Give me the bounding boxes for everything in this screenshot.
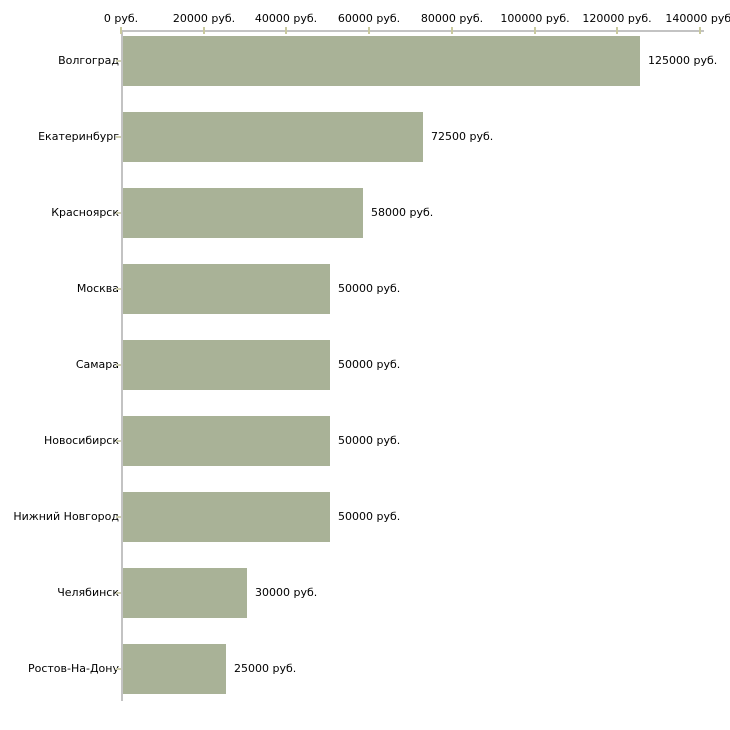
bar: [123, 644, 226, 694]
x-tick-mark: [534, 27, 536, 34]
x-tick-label: 40000 руб.: [254, 12, 318, 25]
value-label: 50000 руб.: [338, 358, 401, 371]
value-label: 58000 руб.: [371, 206, 434, 219]
x-tick-mark: [616, 27, 618, 34]
bar: [123, 36, 640, 86]
y-axis-line: [121, 30, 123, 701]
bar: [123, 188, 363, 238]
bar: [123, 416, 330, 466]
y-tick-mark: [116, 592, 121, 594]
y-tick-mark: [116, 212, 121, 214]
value-label: 50000 руб.: [338, 434, 401, 447]
category-label: Новосибирск: [43, 434, 119, 447]
bar-row: Красноярск 58000 руб.: [0, 188, 730, 238]
y-tick-mark: [116, 288, 121, 290]
bar: [123, 492, 330, 542]
x-tick-label: 60000 руб.: [337, 12, 401, 25]
category-label: Самара: [75, 358, 119, 371]
bar: [123, 568, 247, 618]
bar-row: Челябинск 30000 руб.: [0, 568, 730, 618]
x-tick-label: 20000 руб.: [172, 12, 236, 25]
x-tick-label: 80000 руб.: [420, 12, 484, 25]
category-label: Красноярск: [51, 206, 119, 219]
value-label: 72500 руб.: [431, 130, 494, 143]
category-label: Челябинск: [57, 586, 119, 599]
x-tick-label: 0 руб.: [103, 12, 139, 25]
bar: [123, 340, 330, 390]
y-tick-mark: [116, 440, 121, 442]
y-tick-mark: [116, 668, 121, 670]
value-label: 125000 руб.: [648, 54, 718, 67]
bar-row: Ростов-На-Дону 25000 руб.: [0, 644, 730, 694]
y-tick-mark: [116, 364, 121, 366]
x-tick-mark: [120, 27, 122, 34]
bar-row: Самара 50000 руб.: [0, 340, 730, 390]
bar-row: Нижний Новгород 50000 руб.: [0, 492, 730, 542]
category-label: Волгоград: [58, 54, 119, 67]
y-tick-mark: [116, 60, 121, 62]
bar-row: Волгоград 125000 руб.: [0, 36, 730, 86]
value-label: 25000 руб.: [234, 662, 297, 675]
category-label: Нижний Новгород: [13, 510, 119, 523]
x-tick-mark: [451, 27, 453, 34]
category-label: Ростов-На-Дону: [27, 662, 119, 675]
bar-row: Москва 50000 руб.: [0, 264, 730, 314]
x-tick-mark: [203, 27, 205, 34]
category-label: Екатеринбург: [38, 130, 119, 143]
x-tick-label: 100000 руб.: [500, 12, 570, 25]
bar: [123, 112, 423, 162]
y-tick-mark: [116, 516, 121, 518]
x-tick-mark: [285, 27, 287, 34]
value-label: 30000 руб.: [255, 586, 318, 599]
x-tick-label: 140000 руб.: [665, 12, 730, 25]
value-label: 50000 руб.: [338, 510, 401, 523]
value-label: 50000 руб.: [338, 282, 401, 295]
x-tick-mark: [699, 27, 701, 34]
y-tick-mark: [116, 136, 121, 138]
x-tick-mark: [368, 27, 370, 34]
x-axis-line: [121, 30, 704, 32]
x-tick-label: 120000 руб.: [582, 12, 652, 25]
bar: [123, 264, 330, 314]
category-label: Москва: [76, 282, 119, 295]
bar-row: Екатеринбург 72500 руб.: [0, 112, 730, 162]
bar-row: Новосибирск 50000 руб.: [0, 416, 730, 466]
